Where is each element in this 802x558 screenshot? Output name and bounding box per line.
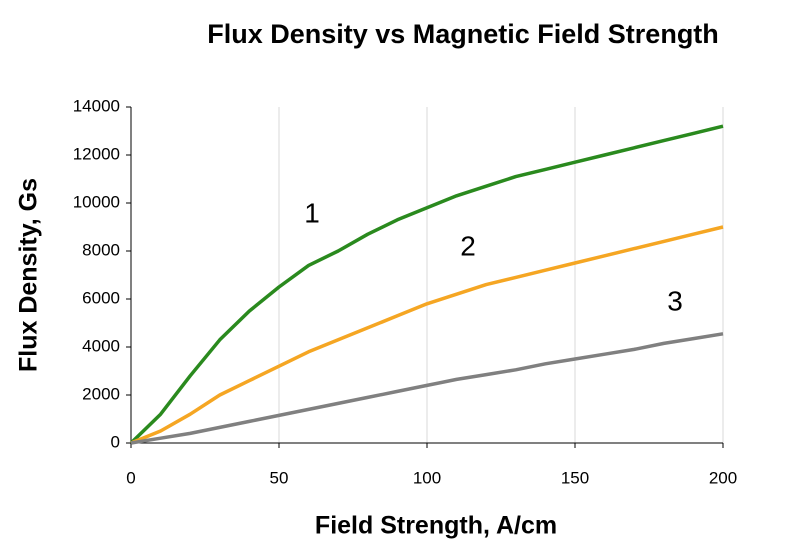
y-axis-label: Flux Density, Gs [15, 178, 43, 372]
series-line [130, 225, 724, 445]
y-tick-label: 2000 [82, 384, 120, 403]
x-tick-label: 50 [270, 468, 289, 487]
chart-title: Flux Density vs Magnetic Field Strength [207, 19, 719, 49]
x-tick-label: 200 [709, 468, 737, 487]
y-tick-label: 6000 [82, 288, 120, 307]
series-label: 3 [667, 285, 683, 316]
series-label: 1 [304, 197, 320, 228]
series-line [130, 332, 724, 445]
y-tick-label: 4000 [82, 336, 120, 355]
x-axis-label: Field Strength, A/cm [315, 512, 557, 540]
y-tick-label: 10000 [73, 192, 120, 211]
y-tick-label: 8000 [82, 240, 120, 259]
y-tick-label: 12000 [73, 144, 120, 163]
x-tick-label: 150 [561, 468, 589, 487]
y-tick-label: 14000 [73, 96, 120, 115]
x-tick-label: 100 [413, 468, 441, 487]
series-line [129, 124, 724, 445]
series-label: 2 [460, 230, 476, 261]
x-tick-label: 0 [126, 468, 135, 487]
y-tick-label: 0 [111, 432, 120, 451]
